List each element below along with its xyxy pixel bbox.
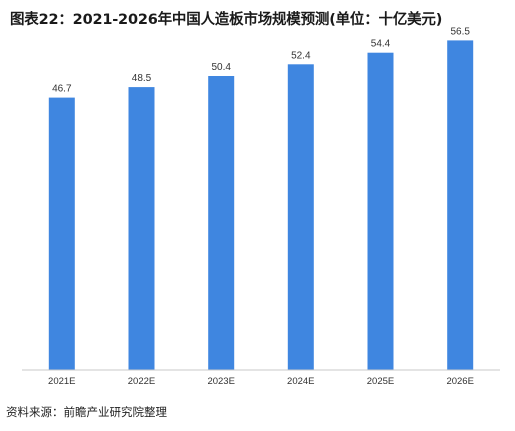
bar-2021E xyxy=(48,97,75,370)
value-label-2026E: 56.5 xyxy=(450,26,470,37)
x-tick-label-2021E: 2021E xyxy=(48,376,75,387)
x-tick-label-2026E: 2026E xyxy=(446,376,473,387)
bars-layer xyxy=(48,40,474,371)
x-tick-label-2024E: 2024E xyxy=(287,376,314,387)
value-label-2024E: 52.4 xyxy=(291,50,311,61)
x-tick-label-2025E: 2025E xyxy=(367,376,394,387)
x-tick-labels-layer: 2021E 2022E 2023E 2024E 2025E 2026E xyxy=(48,376,474,387)
bar-2026E xyxy=(447,40,474,371)
source-note: 资料来源：前瞻产业研究院整理 xyxy=(6,405,167,419)
x-tick-label-2023E: 2023E xyxy=(207,376,234,387)
value-label-2023E: 50.4 xyxy=(211,62,231,73)
x-tick-label-2022E: 2022E xyxy=(128,376,155,387)
value-label-2022E: 48.5 xyxy=(132,73,152,84)
value-labels-layer: 46.7 48.5 50.4 52.4 54.4 56.5 xyxy=(52,26,470,94)
value-label-2025E: 54.4 xyxy=(371,39,391,50)
value-label-2021E: 46.7 xyxy=(52,84,72,95)
bar-2022E xyxy=(128,87,155,370)
bar-2023E xyxy=(208,76,235,370)
bar-2025E xyxy=(367,52,394,370)
bar-2024E xyxy=(287,64,314,371)
chart-title: 图表22：2021-2026年中国人造板市场规模预测(单位：十亿美元) xyxy=(10,12,443,28)
